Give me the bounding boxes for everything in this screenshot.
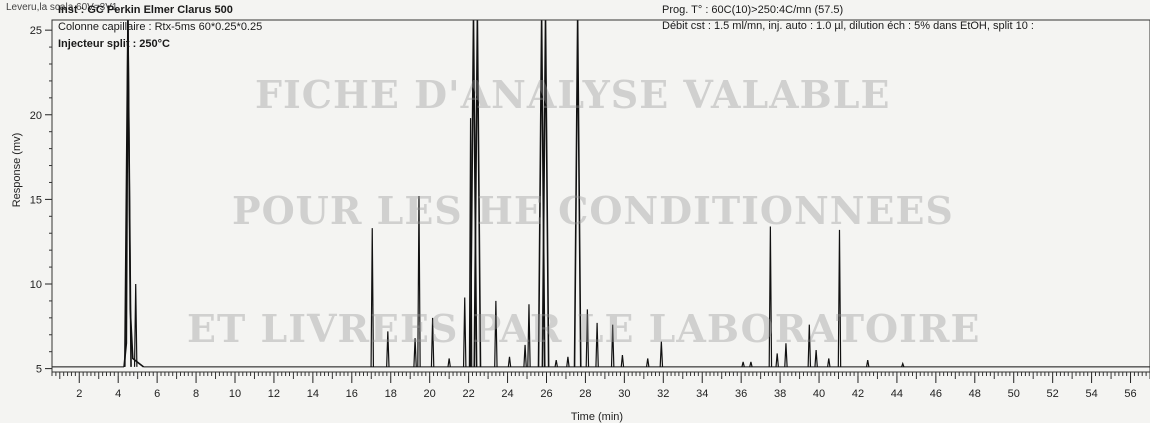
chromatogram-peak: [807, 324, 812, 367]
x-tick-label: 6: [154, 388, 160, 400]
axis-ticks: 2 4 6 8 10 12 14 16 18 20 22 24 26 28 30 32 34 36 38 40 42 44…: [30, 25, 1150, 400]
x-tick-label: 34: [696, 388, 708, 400]
x-tick-label: 24: [501, 388, 513, 400]
x-tick-label: 56: [1124, 388, 1136, 400]
chromatogram-peak: [610, 324, 615, 367]
x-tick-label: 36: [735, 388, 747, 400]
chromatogram-peak: [527, 304, 531, 367]
chromatogram-peak: [620, 355, 625, 367]
chromatogram-peak: [507, 356, 512, 367]
x-axis-label: Time (min): [571, 411, 623, 423]
chromatogram-peak: [741, 361, 745, 368]
chromatogram-peak: [133, 283, 138, 367]
chromatogram-peak: [430, 317, 435, 367]
x-tick-label: 22: [462, 388, 474, 400]
x-tick-label: 18: [385, 388, 397, 400]
flow-line: Débit cst : 1.5 ml/mn, inj. auto : 1.0 µ…: [662, 20, 1034, 32]
y-tick-label: 15: [30, 194, 42, 206]
column-line: Colonne capillaire : Rtx-5ms 60*0.25*0.2…: [58, 21, 263, 33]
chromatogram-peak: [386, 331, 390, 367]
peaks: [52, 19, 1150, 368]
corner-label: Leveru,la scala 60V=3V1: [6, 2, 118, 13]
chromatogram-peak: [775, 353, 779, 367]
x-tick-label: 40: [813, 388, 825, 400]
instrument-line: Inst : GC Perkin Elmer Clarus 500: [58, 4, 233, 16]
x-tick-label: 32: [657, 388, 669, 400]
injector-line: Injecteur split : 250°C: [58, 38, 170, 50]
x-tick-label: 20: [424, 388, 436, 400]
chromatogram-peak: [523, 344, 527, 367]
chromatogram-peak: [768, 226, 773, 367]
x-tick-label: 48: [969, 388, 981, 400]
chromatogram-peak: [462, 297, 467, 367]
chromatogram-peak: [659, 341, 664, 367]
chromatogram-peak: [473, 19, 482, 367]
y-tick-label: 5: [36, 364, 42, 376]
chromatogram-peak: [827, 358, 831, 368]
x-tick-label: 38: [774, 388, 786, 400]
x-tick-label: 4: [115, 388, 121, 400]
chromatogram-peak: [417, 195, 421, 367]
x-tick-label: 42: [852, 388, 864, 400]
x-tick-label: 46: [930, 388, 942, 400]
y-tick-label: 25: [30, 25, 42, 37]
x-tick-label: 52: [1047, 388, 1059, 400]
y-tick-label: 10: [30, 279, 42, 291]
chromatogram-peak: [494, 300, 498, 367]
chromatogram-peak: [865, 360, 870, 368]
chromatogram-peak: [837, 229, 842, 367]
x-tick-label: 44: [891, 388, 903, 400]
x-tick-label: 26: [540, 388, 552, 400]
y-axis-label: Response (mv): [11, 133, 23, 208]
x-tick-label: 14: [307, 388, 319, 400]
chromatogram-peak: [554, 360, 558, 368]
x-tick-label: 30: [618, 388, 630, 400]
chromatogram-peak: [585, 309, 590, 367]
chromatogram-peak: [413, 338, 417, 367]
x-tick-label: 10: [229, 388, 241, 400]
solvent-peak: [123, 19, 144, 368]
chromatogram-peak: [784, 343, 788, 367]
x-tick-label: 50: [1008, 388, 1020, 400]
x-tick-label: 54: [1085, 388, 1097, 400]
plot-frame: [51, 19, 1150, 373]
chromatogram-peak: [901, 361, 905, 368]
chromatogram-peak: [814, 349, 818, 367]
x-tick-label: 2: [76, 388, 82, 400]
x-tick-label: 12: [268, 388, 280, 400]
x-tick-label: 16: [346, 388, 358, 400]
program-line: Prog. T° : 60C(10)>250:4C/mn (57.5): [662, 4, 844, 16]
chromatogram-peak: [573, 19, 582, 367]
x-tick-label: 28: [579, 388, 591, 400]
chromatogram-peak: [749, 361, 753, 368]
chromatogram-peak: [447, 358, 451, 368]
chromatogram-peak: [370, 228, 375, 367]
x-tick-label: 8: [193, 388, 199, 400]
chromatogram-peak: [566, 356, 570, 367]
chromatogram-peak: [541, 19, 550, 367]
chromatogram-peak: [595, 322, 599, 367]
chromatogram-peak: [645, 358, 650, 368]
y-tick-label: 20: [30, 110, 42, 122]
